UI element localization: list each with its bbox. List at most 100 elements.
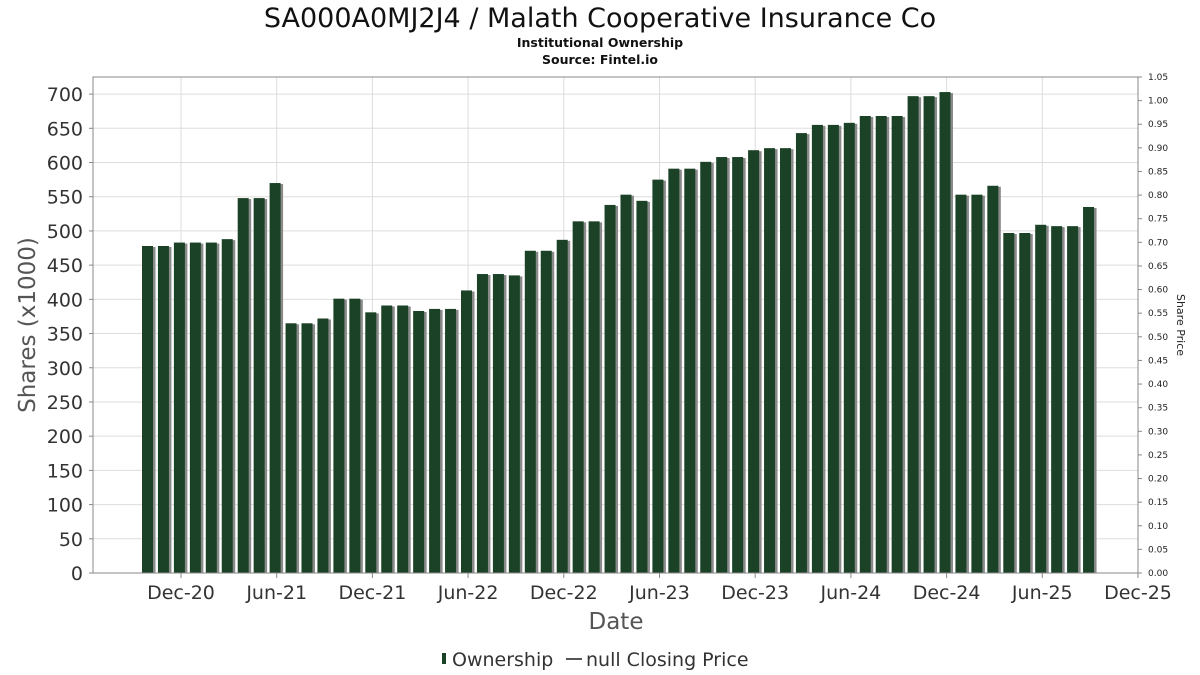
y2-tick-label: 0.85 (1148, 167, 1168, 177)
y2-tick-label: 1.05 (1148, 73, 1168, 83)
bar (939, 92, 951, 574)
y-tick-label: 250 (47, 392, 83, 414)
y2-axis-title: Share Price (1174, 294, 1187, 356)
x-tick-label: Jun-21 (245, 582, 307, 604)
y-tick-label: 500 (47, 221, 83, 243)
ownership-bars (142, 92, 1097, 574)
y2-tick-label: 0.75 (1148, 215, 1168, 225)
x-tick-label: Dec-21 (338, 582, 406, 604)
y2-tick-label: 0.90 (1148, 144, 1168, 154)
y-tick-label: 550 (47, 187, 83, 209)
bar (556, 239, 568, 573)
y-tick-label: 0 (71, 563, 83, 585)
bar (301, 323, 313, 573)
bar (795, 133, 807, 573)
bar (205, 242, 217, 573)
x-tick-label: Jun-25 (1011, 582, 1073, 604)
y2-tick-label: 0.05 (1148, 545, 1168, 555)
y-tick-label: 400 (47, 289, 83, 311)
y-tick-label: 200 (47, 426, 83, 448)
legend-price-label: null Closing Price (586, 649, 749, 671)
x-tick-label: Dec-25 (1104, 582, 1172, 604)
legend: Ownership null Closing Price (442, 649, 749, 671)
y2-tick-label: 0.95 (1148, 120, 1168, 130)
x-tick-label: Dec-20 (147, 582, 215, 604)
bar (381, 305, 393, 573)
y2-tick-label: 1.00 (1148, 97, 1168, 107)
bar (764, 148, 776, 574)
y-tick-label: 300 (47, 358, 83, 380)
bar (811, 124, 823, 574)
y2-tick-label: 0.55 (1148, 309, 1168, 319)
bar (508, 275, 520, 573)
y-tick-label: 350 (47, 324, 83, 346)
bar (700, 161, 712, 573)
y2-tick-label: 0.30 (1148, 427, 1168, 437)
bar (349, 298, 361, 573)
bar (333, 298, 345, 573)
bar (923, 96, 935, 574)
y-axis-left: 0 50 100 150 200 250 300 350 400 450 500 550 600 650 7… (47, 84, 93, 585)
bar (142, 245, 153, 574)
bar (572, 221, 584, 574)
bar (397, 305, 409, 573)
y2-tick-label: 0.35 (1148, 404, 1168, 414)
bar (668, 168, 680, 573)
bar (1051, 226, 1063, 573)
x-axis-title: Date (589, 609, 644, 635)
bar (492, 274, 504, 573)
bar (1083, 206, 1095, 573)
bar (684, 168, 696, 573)
bar (827, 124, 839, 574)
y-axis-title: Shares (x1000) (15, 237, 41, 413)
y-axis-right: 0.00 0.05 0.10 0.15 0.20 0.25 0.30 0.35 0.40 0.45… (1138, 73, 1168, 579)
bar (429, 308, 441, 573)
y2-tick-label: 0.15 (1148, 498, 1168, 508)
x-tick-label: Jun-23 (628, 582, 690, 604)
y2-tick-label: 0.65 (1148, 262, 1168, 272)
y-tick-label: 600 (47, 153, 83, 175)
y-tick-label: 650 (47, 118, 83, 140)
bar (843, 122, 855, 573)
x-tick-label: Dec-24 (913, 582, 981, 604)
bar (748, 150, 760, 573)
y2-tick-label: 0.10 (1148, 522, 1168, 532)
bar (955, 194, 967, 573)
bar (907, 96, 919, 574)
x-axis: Dec-20 Jun-21 Dec-21 Jun-22 Dec-22 Jun-23 Dec-… (93, 572, 1172, 604)
bar (971, 194, 983, 573)
y2-tick-label: 0.45 (1148, 356, 1168, 366)
y2-tick-label: 0.00 (1148, 569, 1168, 579)
chart-subtitle-line-1: Institutional Ownership (517, 35, 683, 50)
chart-subtitle-line-2: Source: Fintel.io (542, 52, 658, 67)
bar (413, 310, 425, 573)
y2-tick-label: 0.40 (1148, 380, 1168, 390)
bar (716, 157, 728, 574)
bar (285, 323, 297, 573)
y2-tick-label: 0.20 (1148, 475, 1168, 485)
bar (891, 115, 903, 574)
bar (540, 250, 552, 573)
bar (987, 185, 999, 573)
legend-ownership-swatch (442, 653, 446, 664)
y-tick-label: 700 (47, 84, 83, 106)
bar (859, 115, 871, 574)
bar (636, 200, 648, 573)
bar (875, 115, 887, 574)
bar (1067, 226, 1079, 573)
x-tick-label: Jun-24 (820, 582, 882, 604)
bar (1035, 224, 1047, 573)
bar (173, 242, 185, 573)
bar (445, 308, 457, 573)
bar (221, 239, 233, 573)
y2-tick-label: 0.70 (1148, 238, 1168, 248)
bar (269, 183, 281, 573)
x-tick-label: Dec-23 (721, 582, 789, 604)
bar (317, 318, 329, 573)
bar (189, 242, 201, 573)
bar (157, 245, 169, 574)
bar (780, 148, 791, 574)
y-tick-label: 100 (47, 495, 83, 517)
bar (652, 179, 664, 573)
